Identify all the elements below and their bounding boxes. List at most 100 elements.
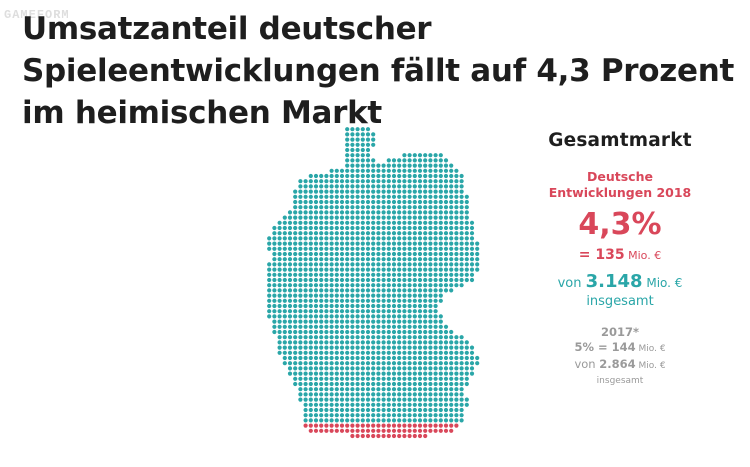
- map-dot-market: [402, 366, 407, 371]
- map-dot-market: [329, 267, 334, 272]
- map-dot-market: [449, 179, 454, 184]
- map-dot-market: [355, 397, 360, 402]
- map-dot-market: [277, 236, 282, 241]
- map-dot-market: [381, 210, 386, 215]
- map-dot-market: [303, 189, 308, 194]
- map-dot-market: [293, 241, 298, 246]
- map-dot-market: [345, 324, 350, 329]
- map-dot-market: [449, 184, 454, 189]
- map-dot-market: [345, 387, 350, 392]
- map-dot-market: [407, 381, 412, 387]
- map-dot-market: [438, 387, 443, 392]
- map-dot-market: [360, 272, 365, 277]
- map-dot-market: [438, 163, 443, 168]
- map-dot-market: [350, 335, 355, 340]
- map-dot-market: [423, 319, 428, 324]
- map-dot-market: [449, 205, 454, 210]
- map-dot-market: [365, 283, 371, 288]
- map-dot-market: [334, 251, 339, 257]
- map-dot-market: [287, 231, 293, 236]
- map-dot-market: [324, 251, 329, 257]
- map-dot-market: [464, 381, 469, 387]
- map-dot-market: [386, 340, 391, 345]
- map-dot-market: [433, 329, 438, 335]
- map-dot-market: [355, 257, 360, 262]
- map-dot-german-share: [417, 428, 423, 433]
- map-dot-market: [324, 392, 329, 397]
- map-dot-market: [417, 225, 423, 231]
- map-dot-market: [464, 397, 469, 402]
- map-dot-market: [298, 184, 303, 189]
- map-dot-market: [308, 205, 313, 210]
- map-dot-market: [423, 257, 428, 262]
- map-dot-market: [282, 220, 287, 225]
- map-dot-market: [454, 277, 459, 283]
- map-dot-market: [449, 376, 454, 381]
- map-dot-market: [324, 335, 329, 340]
- map-dot-market: [428, 288, 433, 293]
- map-dot-market: [303, 267, 308, 272]
- map-dot-market: [412, 361, 417, 366]
- map-dot-market: [407, 189, 412, 194]
- map-dot-market: [443, 402, 449, 407]
- map-dot-market: [397, 267, 402, 272]
- map-dot-market: [360, 132, 365, 137]
- map-dot-market: [313, 324, 319, 329]
- map-dot-market: [417, 158, 423, 163]
- map-dot-market: [454, 225, 459, 231]
- map-dot-market: [365, 236, 371, 241]
- map-dot-market: [423, 168, 428, 173]
- map-dot-market: [428, 194, 433, 199]
- map-dot-market: [298, 361, 303, 366]
- map-dot-market: [308, 366, 313, 371]
- map-dot-market: [454, 199, 459, 205]
- map-dot-market: [313, 371, 319, 376]
- map-dot-market: [391, 303, 397, 309]
- map-dot-market: [423, 387, 428, 392]
- map-dot-market: [433, 298, 438, 303]
- map-dot-market: [417, 168, 423, 173]
- map-dot-market: [454, 418, 459, 423]
- map-dot-market: [428, 199, 433, 205]
- map-dot-market: [308, 225, 313, 231]
- map-dot-market: [402, 153, 407, 158]
- map-dot-market: [464, 236, 469, 241]
- map-dot-market: [329, 168, 334, 173]
- map-dot-market: [339, 371, 345, 376]
- map-dot-market: [397, 220, 402, 225]
- map-dot-market: [350, 298, 355, 303]
- map-dot-market: [449, 262, 454, 267]
- map-dot-market: [397, 257, 402, 262]
- map-dot-market: [334, 194, 339, 199]
- map-dot-market: [345, 158, 350, 163]
- map-dot-market: [397, 397, 402, 402]
- map-dot-market: [355, 173, 360, 179]
- map-dot-market: [298, 251, 303, 257]
- map-dot-market: [324, 345, 329, 350]
- map-dot-market: [417, 267, 423, 272]
- map-dot-market: [407, 231, 412, 236]
- map-dot-market: [417, 293, 423, 298]
- map-dot-market: [475, 241, 480, 246]
- map-dot-market: [423, 413, 428, 418]
- map-dot-market: [334, 277, 339, 283]
- map-dot-market: [324, 283, 329, 288]
- map-dot-market: [423, 241, 428, 246]
- map-dot-market: [376, 319, 381, 324]
- map-dot-market: [391, 262, 397, 267]
- map-dot-market: [329, 288, 334, 293]
- map-dot-market: [371, 371, 376, 376]
- map-dot-market: [376, 199, 381, 205]
- map-dot-german-share: [313, 423, 319, 428]
- map-dot-german-share: [308, 423, 313, 428]
- map-dot-market: [412, 418, 417, 423]
- map-dot-market: [438, 153, 443, 158]
- map-dot-market: [386, 361, 391, 366]
- map-dot-market: [339, 387, 345, 392]
- map-dot-market: [433, 418, 438, 423]
- map-dot-market: [298, 376, 303, 381]
- map-dot-market: [469, 246, 475, 251]
- map-dot-market: [459, 179, 464, 184]
- map-dot-market: [355, 231, 360, 236]
- map-dot-market: [391, 381, 397, 387]
